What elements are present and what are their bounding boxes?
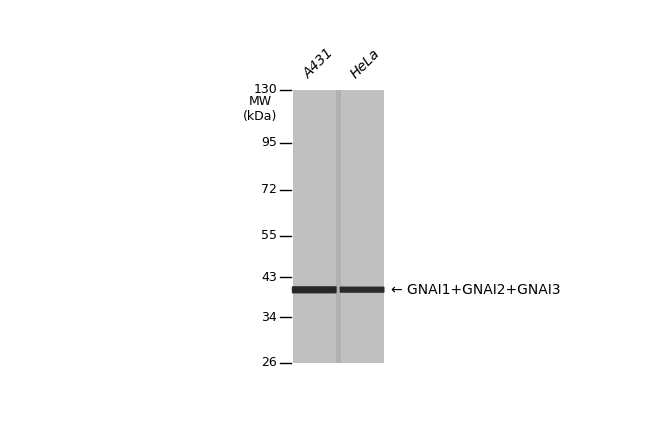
- Text: 95: 95: [261, 136, 277, 149]
- Text: A431: A431: [300, 46, 336, 81]
- Text: MW
(kDa): MW (kDa): [243, 95, 278, 122]
- Text: HeLa: HeLa: [347, 47, 382, 81]
- FancyBboxPatch shape: [340, 287, 385, 293]
- Text: 34: 34: [261, 311, 277, 324]
- Text: 130: 130: [254, 83, 277, 96]
- Text: 26: 26: [261, 356, 277, 369]
- Text: 55: 55: [261, 229, 277, 242]
- Bar: [335, 89, 341, 362]
- Bar: [292, 89, 384, 362]
- Text: 43: 43: [261, 271, 277, 284]
- Text: 72: 72: [261, 183, 277, 196]
- Text: ← GNAI1+GNAI2+GNAI3: ← GNAI1+GNAI2+GNAI3: [391, 282, 560, 297]
- FancyBboxPatch shape: [292, 286, 337, 293]
